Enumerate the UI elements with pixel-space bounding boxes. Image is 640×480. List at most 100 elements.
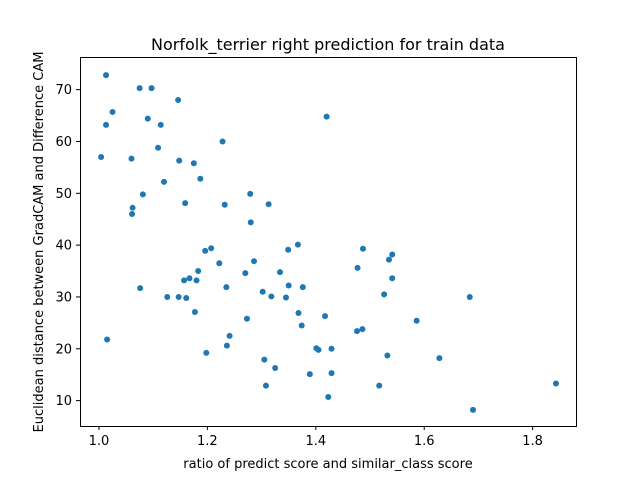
data-point-59 <box>306 371 313 378</box>
y-tick-label: 40 <box>55 239 72 254</box>
data-point-40 <box>223 342 230 349</box>
data-point-18 <box>139 191 146 198</box>
data-point-22 <box>221 201 228 208</box>
data-point-11 <box>128 155 135 162</box>
data-point-63 <box>325 393 332 400</box>
data-point-61 <box>315 346 322 353</box>
data-point-54 <box>285 282 292 289</box>
x-tick-label: 1.4 <box>305 434 326 449</box>
chart-title: Norfolk_terrier right prediction for tra… <box>151 35 505 55</box>
data-point-27 <box>137 285 144 292</box>
data-point-35 <box>202 247 209 254</box>
data-point-32 <box>186 275 193 282</box>
data-point-1 <box>103 72 110 79</box>
data-point-66 <box>354 264 361 271</box>
data-point-57 <box>298 322 305 329</box>
data-point-77 <box>436 355 443 362</box>
y-tick-label: 60 <box>55 135 72 150</box>
data-point-44 <box>251 258 258 265</box>
data-point-51 <box>277 269 284 276</box>
data-point-64 <box>328 345 335 352</box>
x-axis-label: ratio of predict score and similar_class… <box>183 457 472 472</box>
data-point-29 <box>175 293 182 300</box>
x-tick-label: 1.6 <box>414 434 435 449</box>
data-point-17 <box>161 178 168 185</box>
plot-area-frame <box>80 57 577 427</box>
data-point-47 <box>268 293 275 300</box>
points-layer <box>98 72 559 413</box>
data-point-5 <box>103 121 110 128</box>
data-point-79 <box>470 406 477 413</box>
data-point-52 <box>282 294 289 301</box>
data-point-46 <box>259 288 266 295</box>
y-tick-label: 10 <box>55 394 72 409</box>
data-point-14 <box>219 138 226 145</box>
data-point-41 <box>226 332 233 339</box>
data-point-72 <box>384 352 391 359</box>
data-point-39 <box>203 349 210 356</box>
data-point-19 <box>129 204 136 211</box>
data-point-49 <box>262 382 269 389</box>
x-tick-label: 1.2 <box>197 434 218 449</box>
data-point-45 <box>243 315 250 322</box>
data-point-62 <box>322 313 329 320</box>
data-point-6 <box>109 108 116 115</box>
data-point-68 <box>354 328 360 335</box>
data-point-9 <box>323 113 330 120</box>
data-point-36 <box>208 245 215 252</box>
data-point-31 <box>181 277 188 284</box>
data-point-24 <box>265 201 272 208</box>
data-point-53 <box>285 246 292 253</box>
data-point-20 <box>129 211 136 218</box>
data-point-3 <box>148 85 155 92</box>
y-ticks: 10 20 30 40 50 60 70 <box>55 83 80 409</box>
data-point-70 <box>376 382 383 389</box>
x-tick-label: 1.8 <box>522 434 543 449</box>
data-point-69 <box>359 326 366 333</box>
data-point-10 <box>98 154 105 161</box>
data-point-73 <box>385 256 392 263</box>
data-point-43 <box>242 270 249 277</box>
data-point-74 <box>389 251 396 258</box>
x-tick-label: 1.0 <box>89 434 110 449</box>
data-point-76 <box>413 317 420 324</box>
data-point-78 <box>466 293 473 300</box>
y-axis-label: Euclidean distance between GradCAM and D… <box>32 52 47 433</box>
data-point-75 <box>389 275 396 282</box>
data-point-48 <box>261 356 268 363</box>
data-point-15 <box>190 160 197 167</box>
data-point-13 <box>176 157 183 164</box>
data-point-21 <box>182 200 189 207</box>
y-tick-label: 50 <box>55 187 72 202</box>
data-point-67 <box>359 245 366 252</box>
data-point-28 <box>164 293 171 300</box>
data-point-4 <box>175 97 182 104</box>
data-point-34 <box>195 268 202 275</box>
x-ticks: 1.0 1.2 1.4 1.6 1.8 <box>89 426 543 449</box>
data-point-23 <box>247 190 254 197</box>
data-point-16 <box>197 175 204 182</box>
data-point-50 <box>272 364 279 371</box>
y-tick-label: 30 <box>55 290 72 305</box>
data-point-56 <box>295 310 302 317</box>
data-point-30 <box>183 294 190 301</box>
data-point-25 <box>247 219 254 226</box>
data-point-55 <box>294 241 301 248</box>
data-point-12 <box>155 144 162 151</box>
data-point-65 <box>328 370 335 377</box>
data-point-33 <box>193 277 200 284</box>
data-point-42 <box>223 284 230 291</box>
data-point-2 <box>136 85 143 92</box>
y-tick-label: 20 <box>55 342 72 357</box>
data-point-58 <box>299 284 306 291</box>
data-point-80 <box>552 380 559 387</box>
y-tick-label: 70 <box>55 83 72 98</box>
data-point-26 <box>104 336 111 343</box>
data-point-37 <box>216 260 223 267</box>
data-point-8 <box>157 121 164 128</box>
data-point-71 <box>381 291 388 298</box>
data-point-7 <box>144 115 151 122</box>
data-point-38 <box>191 308 198 315</box>
